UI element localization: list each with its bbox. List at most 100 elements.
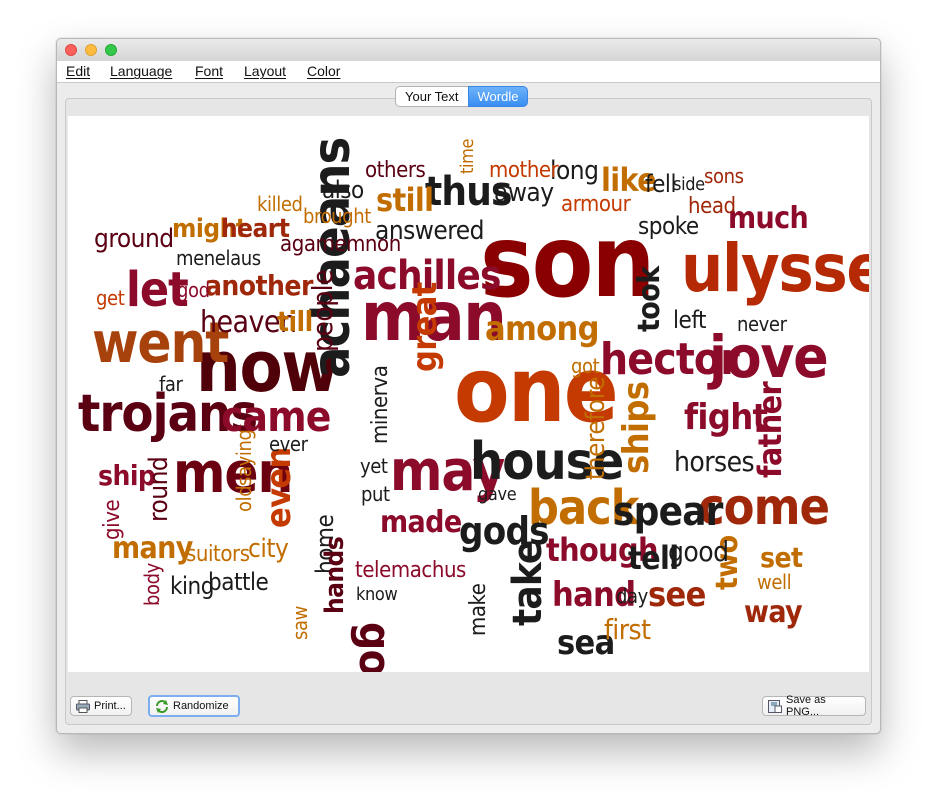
word-got: got (571, 354, 600, 378)
word-city: city (248, 534, 289, 564)
word-set: set (760, 541, 803, 574)
save-png-label: Save as PNG... (786, 694, 826, 718)
close-window-button[interactable] (65, 44, 77, 56)
app-window: Edit Language Font Layout Color Your Tex… (56, 38, 881, 734)
word-brought: brought (303, 204, 371, 228)
zoom-window-button[interactable] (105, 44, 117, 56)
word-take: take (505, 540, 551, 626)
word-till: till (277, 305, 313, 338)
word-saying: saying (232, 429, 256, 486)
word-answered: answered (375, 216, 485, 246)
word-ships: ships (616, 381, 657, 474)
word-king: king (170, 572, 214, 600)
print-button[interactable]: Print... (70, 696, 132, 716)
word-took: took (632, 266, 667, 332)
word-gave: gave (478, 484, 517, 505)
minimize-window-button[interactable] (85, 44, 97, 56)
word-went: went (92, 311, 229, 376)
menu-layout[interactable]: Layout (244, 63, 287, 79)
word-telemachus: telemachus (355, 558, 466, 583)
menu-language[interactable]: Language (110, 63, 173, 79)
tab-wordle[interactable]: Wordle (467, 86, 529, 107)
word-first: first (604, 613, 651, 646)
word-head: head (688, 194, 736, 219)
word-ground: ground (94, 224, 174, 254)
word-let: let (126, 262, 189, 318)
word-saw: saw (288, 606, 312, 640)
save-image-icon (768, 699, 782, 713)
word-though: though (546, 531, 658, 569)
word-left: left (673, 306, 707, 334)
word-day: day (616, 584, 648, 608)
word-know: know (356, 584, 398, 605)
randomize-button[interactable]: Randomize (148, 695, 240, 717)
menu-bar: Edit Language Font Layout Color (57, 61, 880, 83)
word-back: back (528, 480, 639, 536)
word-jove: jove (709, 323, 829, 391)
word-gods: gods (459, 509, 550, 553)
word-among: among (485, 309, 599, 349)
word-agamemnon: agamemnon (280, 232, 401, 257)
word-side: side (673, 174, 705, 195)
menu-font[interactable]: Font (195, 63, 224, 79)
tab-bar: Your Text Wordle (395, 86, 529, 107)
word-horses: horses (674, 445, 755, 478)
word-hand: hand (552, 575, 636, 615)
word-sea: sea (557, 623, 615, 663)
word-tell: tell (628, 539, 679, 577)
word-even: even (259, 447, 299, 528)
word-men: men (173, 441, 293, 506)
word-great: great (405, 282, 445, 372)
word-cloud-canvas: son ulysses man one now went trojans jov… (68, 116, 869, 672)
word-suitors: suitors (186, 542, 250, 567)
word-trojans: trojans (78, 384, 258, 444)
title-bar (57, 39, 880, 62)
menu-edit[interactable]: Edit (66, 63, 91, 79)
word-old: old (232, 485, 256, 512)
word-put: put (361, 482, 390, 506)
word-make: make (466, 583, 491, 636)
word-minerva: minerva (368, 365, 393, 444)
word-people: people (306, 269, 339, 352)
word-much: much (728, 201, 809, 236)
save-png-button[interactable]: Save as PNG... (762, 694, 866, 718)
word-body: body (140, 563, 164, 606)
word-still: still (376, 181, 434, 219)
word-armour: armour (561, 192, 631, 217)
word-fell: fell (645, 170, 676, 198)
menu-color[interactable]: Color (307, 63, 341, 79)
randomize-label: Randomize (173, 700, 229, 712)
tab-your-text[interactable]: Your Text (395, 86, 468, 107)
word-heart: heart (221, 214, 290, 244)
word-fight: fight (684, 397, 768, 438)
word-son: son (480, 203, 655, 320)
word-achilles: achilles (353, 253, 501, 299)
word-others: others (365, 158, 426, 183)
word-never: never (737, 312, 787, 336)
word-man: man (361, 278, 507, 357)
word-one: one (454, 338, 619, 443)
word-mother: mother (489, 158, 559, 183)
word-ship: ship (98, 459, 156, 492)
word-good: good (668, 535, 729, 568)
word-hands: hands (320, 536, 350, 614)
print-label: Print... (94, 700, 126, 712)
word-therefore: therefore (581, 376, 611, 480)
word-go: go (349, 622, 400, 672)
printer-icon (76, 699, 90, 713)
word-way: way (744, 595, 803, 630)
word-get: get (96, 286, 125, 310)
word-hector: hector (600, 334, 740, 385)
word-like: like (601, 161, 657, 199)
word-sons: sons (704, 164, 744, 188)
word-away: away (494, 178, 554, 208)
word-god: god (177, 278, 210, 302)
word-long: long (550, 156, 599, 186)
word-far: far (159, 372, 183, 396)
word-killed: killed (257, 192, 303, 216)
word-came: came (221, 392, 331, 441)
word-might: might (172, 214, 247, 244)
word-yet: yet (360, 454, 388, 478)
word-house: house (470, 432, 624, 492)
word-thus: thus (425, 169, 512, 215)
